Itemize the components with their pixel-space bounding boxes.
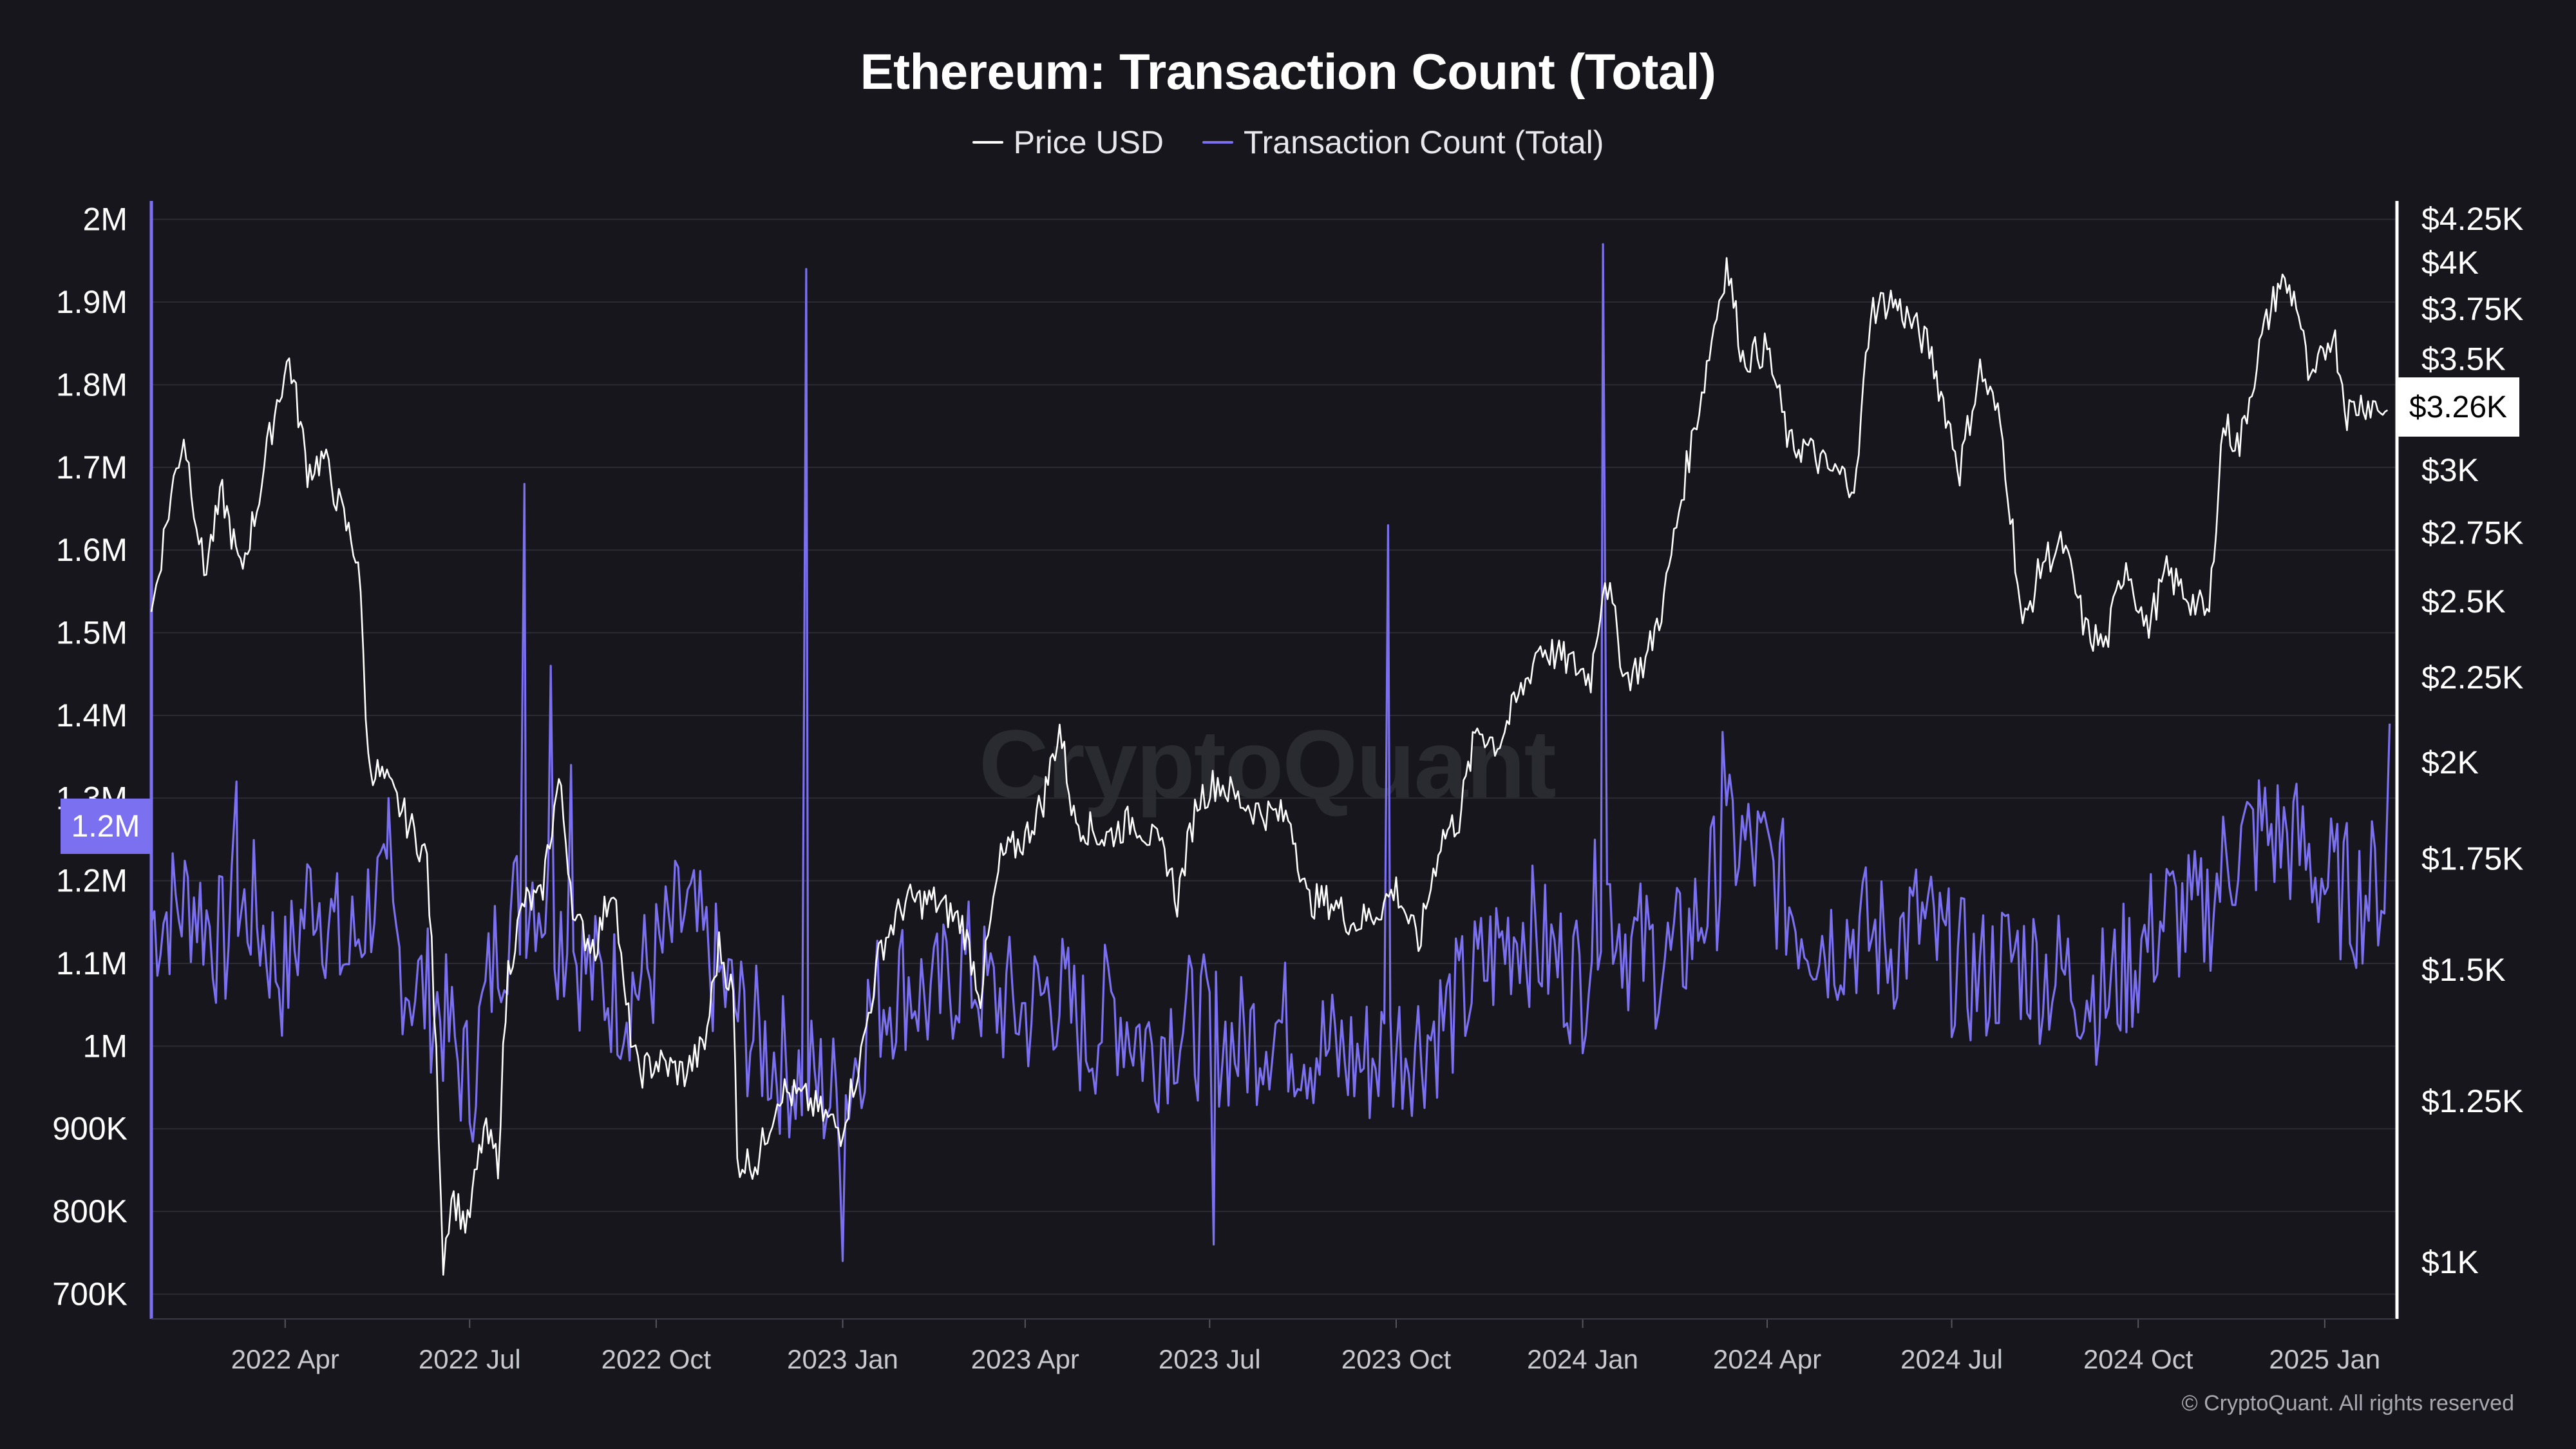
legend-label-price: Price USD [1013,124,1164,160]
right-tick-label: $2K [2421,744,2479,781]
left-tick-label: 1.7M [56,450,128,486]
current-tx-tag: 1.2M [61,799,151,854]
legend-label-tx: Transaction Count (Total) [1243,124,1604,160]
x-tick-label: 2024 Jul [1900,1344,2003,1374]
right-tick-label: $3.75K [2421,291,2523,327]
left-tick-label: 1.4M [56,697,128,734]
left-tick-label: 800K [52,1193,128,1229]
left-tick-label: 900K [52,1111,128,1147]
right-tick-label: $1.25K [2421,1083,2523,1119]
left-tick-label: 1.5M [56,615,128,651]
right-tick-label: $2.5K [2421,583,2506,620]
left-tick-label: 1.1M [56,945,128,981]
x-tick-label: 2025 Jan [2269,1344,2380,1374]
x-tick-label: 2023 Jan [787,1344,898,1374]
right-tick-label: $2.75K [2421,515,2523,551]
right-tick-label: $4K [2421,245,2479,281]
right-tick-label: $4.25K [2421,201,2523,237]
chart-legend: Price USD Transaction Count (Total) [0,124,2576,161]
x-tick-label: 2022 Oct [601,1344,712,1374]
x-tick-label: 2024 Jan [1527,1344,1638,1374]
left-tick-label: 1.2M [56,863,128,899]
chart-title: Ethereum: Transaction Count (Total) [860,43,1716,100]
watermark: CryptoQuant [979,710,1557,818]
left-tick-label: 700K [52,1276,128,1312]
x-tick-label: 2023 Apr [971,1344,1079,1374]
right-tick-label: $2.25K [2421,659,2523,696]
x-tick-label: 2023 Jul [1159,1344,1261,1374]
legend-swatch-tx [1202,141,1233,144]
left-tick-label: 1.9M [56,284,128,320]
left-tick-label: 1.6M [56,532,128,568]
legend-item-price[interactable]: Price USD [972,124,1164,161]
x-tick-label: 2022 Apr [231,1344,339,1374]
right-tick-label: $1.5K [2421,952,2506,988]
current-price-tag: $3.26K [2397,377,2519,437]
x-tick-label: 2023 Oct [1341,1344,1452,1374]
series-line-transaction-count[interactable] [150,243,2391,1262]
right-tick-label: $1.75K [2421,840,2523,876]
legend-swatch-price [972,141,1003,144]
right-tick-label: $3K [2421,452,2479,488]
left-tick-label: 1M [83,1028,128,1064]
x-tick-label: 2024 Apr [1713,1344,1821,1374]
left-tick-label: 2M [83,202,128,238]
right-tick-label: $3.5K [2421,341,2506,377]
x-tick-label: 2024 Oct [2083,1344,2193,1374]
legend-item-tx[interactable]: Transaction Count (Total) [1202,124,1604,161]
copyright-text: © CryptoQuant. All rights reserved [2181,1391,2514,1416]
x-tick-label: 2022 Jul [419,1344,521,1374]
series-line-price-usd[interactable] [150,257,2389,1276]
right-tick-label: $1K [2421,1244,2479,1280]
left-tick-label: 1.8M [56,366,128,402]
